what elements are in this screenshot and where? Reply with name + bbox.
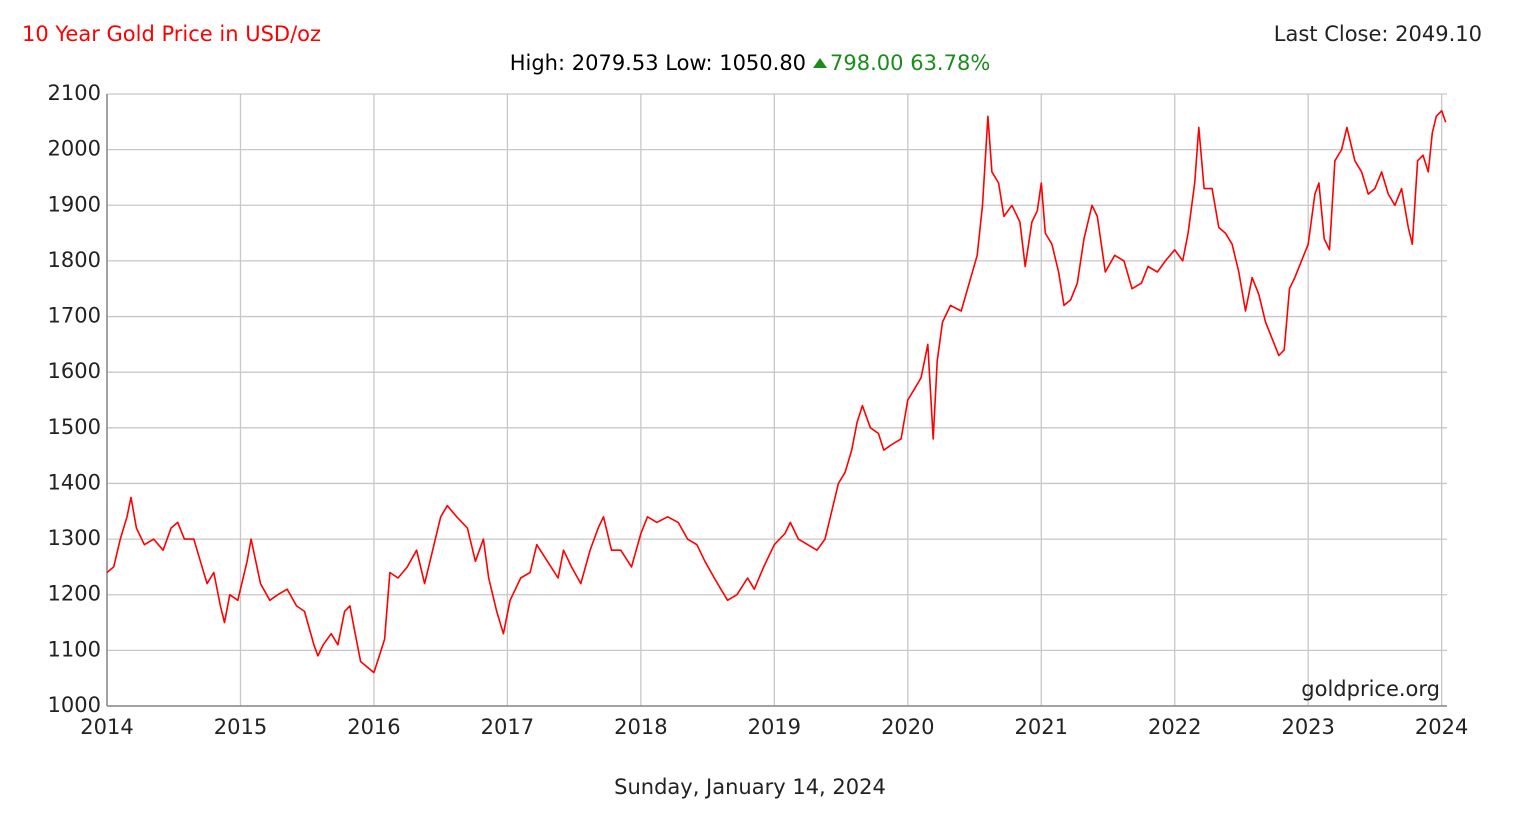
x-tick-label: 2021 — [1015, 715, 1068, 739]
high-low: High: 2079.53 Low: 1050.80 — [509, 51, 807, 75]
y-tick-label: 1800 — [48, 248, 101, 272]
y-tick-label: 1000 — [48, 693, 101, 717]
x-tick-label: 2018 — [614, 715, 667, 739]
x-tick-label: 2023 — [1281, 715, 1334, 739]
y-tick-label: 1100 — [48, 637, 101, 661]
stats-row: High: 2079.53 Low: 1050.80 798.00 63.78% — [0, 49, 1500, 77]
x-tick-label: 2015 — [214, 715, 267, 739]
x-tick-label: 2014 — [80, 715, 133, 739]
y-tick-label: 1700 — [48, 304, 101, 328]
x-tick-label: 2024 — [1415, 715, 1468, 739]
x-tick-label: 2017 — [481, 715, 534, 739]
y-tick-label: 2100 — [48, 81, 101, 105]
x-tick-label: 2019 — [748, 715, 801, 739]
price-line — [106, 109, 1447, 674]
y-tick-label: 1600 — [48, 359, 101, 383]
y-tick-label: 1200 — [48, 582, 101, 606]
x-tick-label: 2016 — [347, 715, 400, 739]
date-label: Sunday, January 14, 2024 — [614, 775, 886, 799]
y-tick-label: 1400 — [48, 470, 101, 494]
y-tick-label: 1300 — [48, 526, 101, 550]
up-arrow — [813, 58, 828, 68]
last-close: Last Close: 2049.10 — [1274, 22, 1482, 46]
y-tick-label: 2000 — [48, 137, 101, 161]
y-tick-label: 1900 — [48, 192, 101, 216]
chart-title: 10 Year Gold Price in USD/oz — [22, 22, 321, 46]
change: 798.00 63.78% — [830, 51, 991, 75]
y-tick-label: 1500 — [48, 415, 101, 439]
watermark: goldprice.org — [1301, 677, 1440, 701]
up-arrow-shape — [813, 58, 828, 68]
x-tick-label: 2022 — [1148, 715, 1201, 739]
x-tick-label: 2020 — [881, 715, 934, 739]
